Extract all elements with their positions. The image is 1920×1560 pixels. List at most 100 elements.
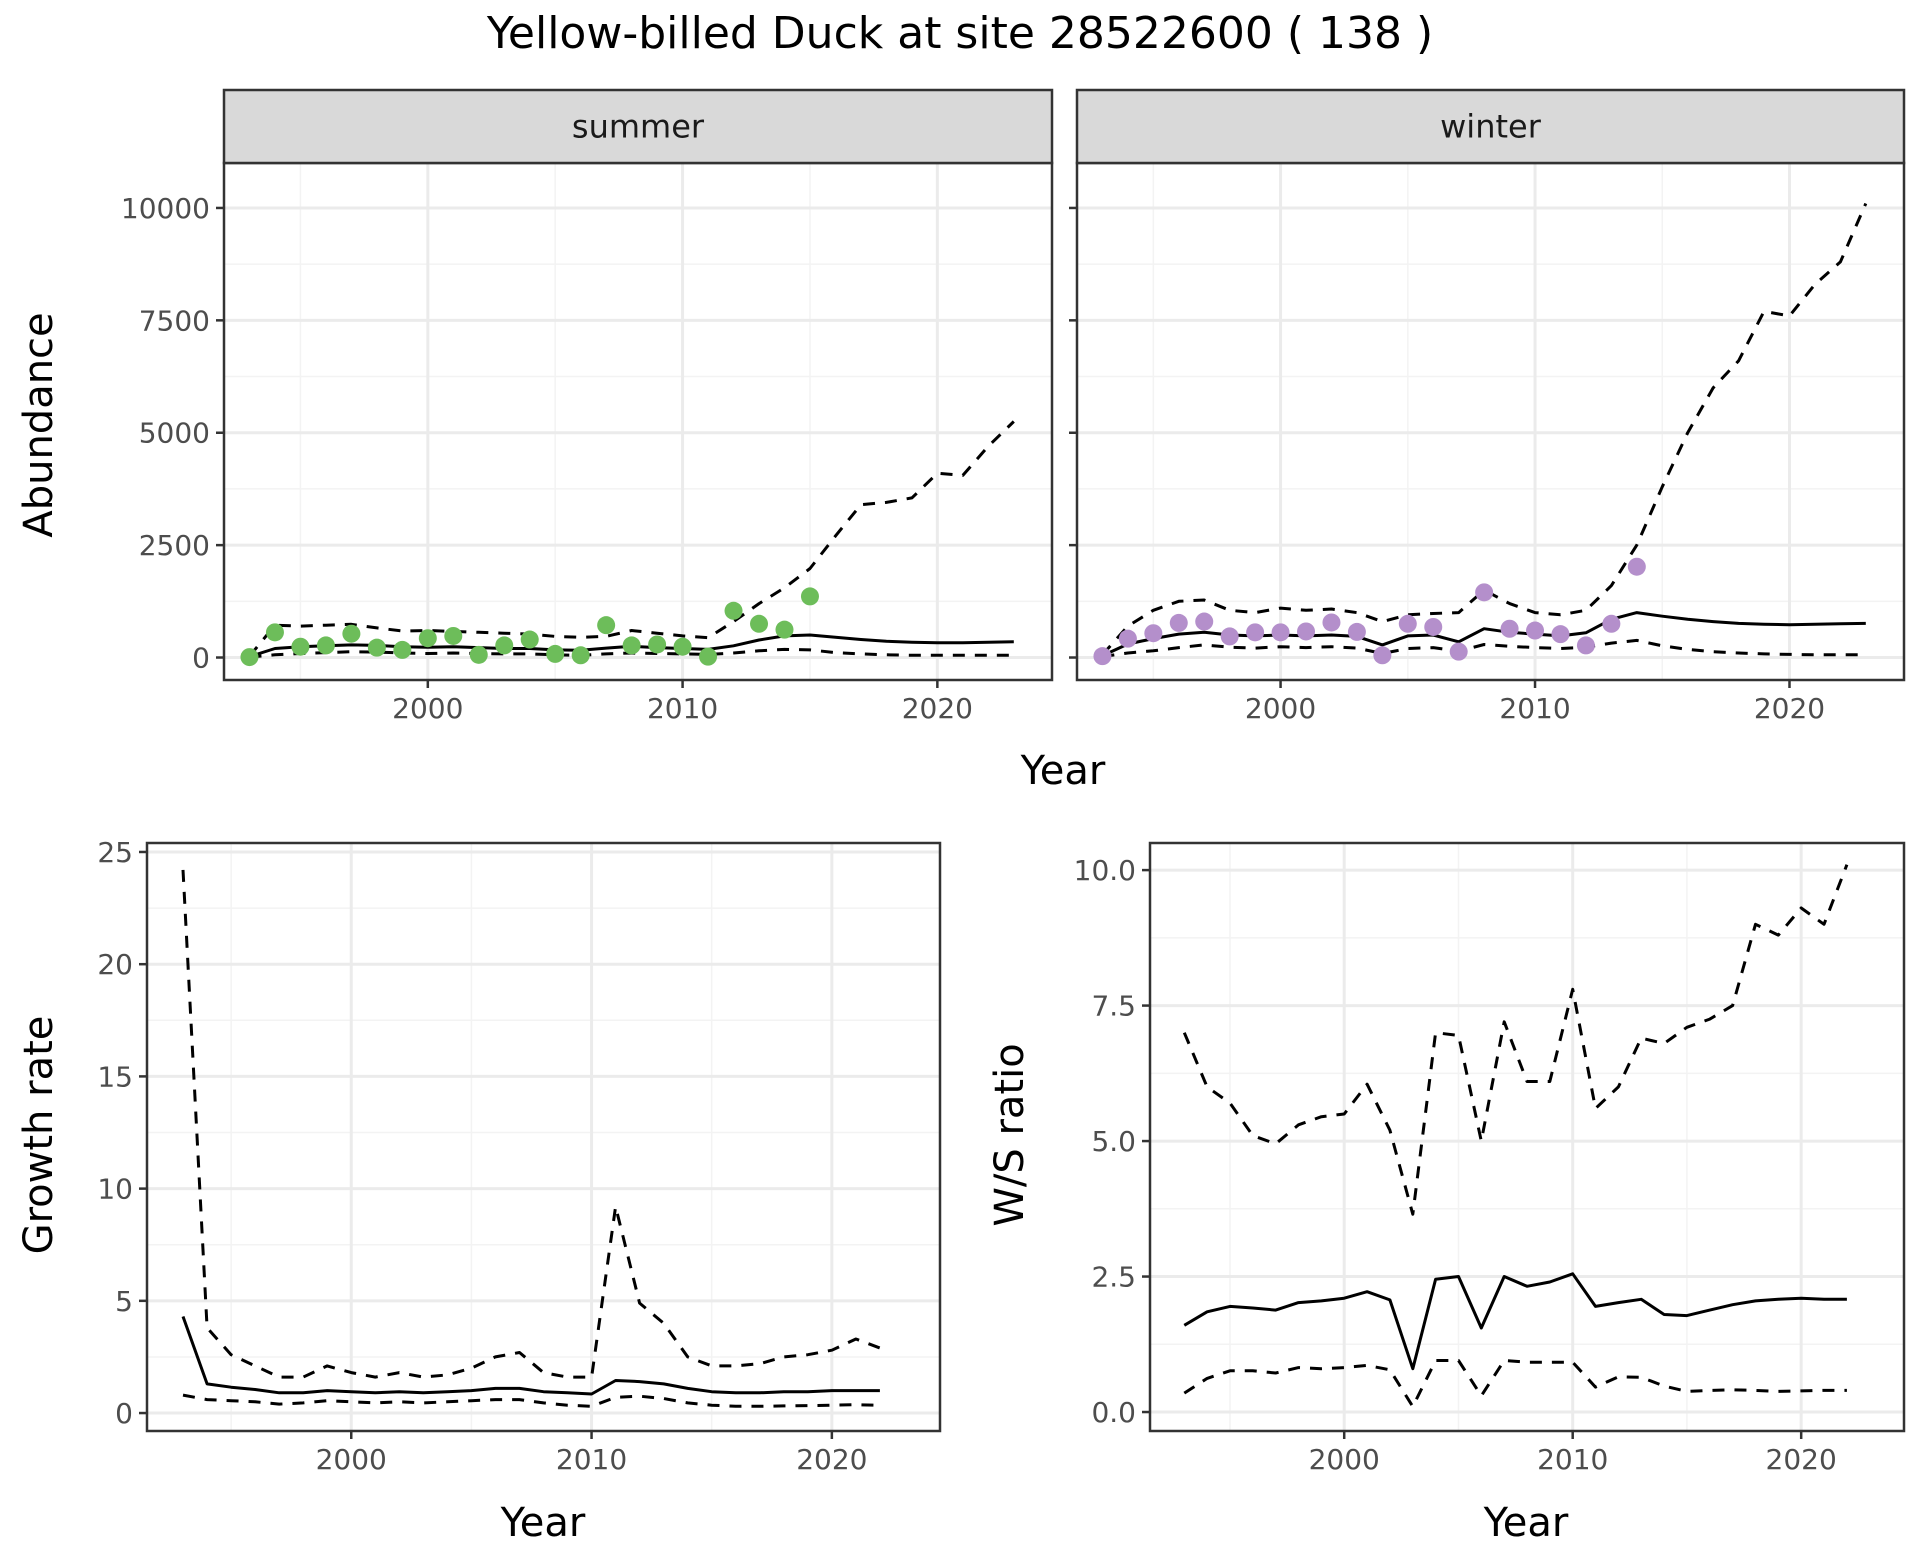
x-tick-label: 2000 [316,1443,387,1476]
facet-strip-label: summer [572,108,705,146]
y-tick-label: 5 [115,1285,133,1318]
y-tick-label: 10 [97,1173,133,1206]
data-point [571,646,590,665]
data-point [444,626,463,645]
y-tick-label: 5.0 [1091,1125,1136,1158]
x-tick-label: 2010 [556,1443,627,1476]
data-point [1475,583,1494,602]
x-tick-label: 2010 [1537,1443,1608,1476]
y-tick-label: 25 [97,836,133,869]
dashed-bound-line-2 [1183,1359,1847,1409]
data-point [673,637,692,656]
y-tick-label: 2.5 [1091,1261,1136,1294]
panel-border [145,841,942,1433]
y-tick-label: 0 [192,642,210,675]
y-tick-label: 15 [97,1060,133,1093]
y-axis-title-ws: W/S ratio [987,1043,1033,1226]
plot-background [224,163,1052,680]
x-tick-label: 2020 [1766,1443,1837,1476]
data-point [520,630,539,649]
plot-background [1150,843,1904,1431]
data-point [546,644,565,663]
data-point [1118,629,1137,648]
y-axis-title-growth: Growth rate [16,1016,62,1255]
panel-winter-abundance: winter 2000 2010 2020 [1069,88,1906,725]
x-tick-label: 2000 [1245,692,1316,725]
data-point [699,647,718,666]
data-point [367,638,386,657]
x-axis-title-growth: Year [500,1500,586,1546]
data-point [1297,622,1316,641]
data-point [724,601,743,620]
data-point [1424,617,1443,636]
facet-strip-label: winter [1440,108,1542,146]
data-point [418,629,437,648]
y-tick-label: 2500 [139,529,210,562]
x-tick-label: 2010 [647,692,718,725]
data-point [1093,647,1112,666]
y-tick-label: 10.0 [1074,854,1136,887]
data-point [597,616,616,635]
data-point [316,636,335,655]
data-point [1449,642,1468,661]
x-tick-label: 2020 [796,1443,867,1476]
data-point [1195,612,1214,631]
plot-background [147,843,940,1431]
data-point [1347,622,1366,641]
x-tick-label: 2000 [392,692,463,725]
data-point [1576,636,1595,655]
x-tick-label: 2010 [1499,692,1570,725]
dashed-bound-line-0 [248,420,1015,658]
data-point [775,620,794,639]
dashed-bound-line-0 [181,869,881,1379]
data-point [265,623,284,642]
figure-title: Yellow-billed Duck at site 28522600 ( 13… [486,8,1433,59]
y-tick-label: 0 [115,1397,133,1430]
data-point [1373,646,1392,665]
y-tick-label: 0.0 [1091,1396,1136,1429]
x-axis-title-abundance: Year [1020,748,1106,794]
data-point [1220,627,1239,646]
data-point [240,648,259,667]
facet-strip [1075,88,1906,165]
y-tick-label: 7500 [139,304,210,337]
dashed-bound-line-0 [1182,864,1849,1216]
data-point [800,587,819,606]
data-point [1551,625,1570,644]
data-point [1398,614,1417,633]
data-point [1526,621,1545,640]
data-point [495,636,514,655]
panel-border [1148,841,1906,1433]
panel-ws-ratio: 2000 2010 2020 0.0 2.5 5.0 7.5 10.0 [1074,841,1906,1476]
facet-strip [222,88,1054,165]
data-point [1246,623,1265,642]
data-point [622,636,641,655]
y-tick-label: 10000 [121,192,210,225]
panel-summer-abundance: summer 2000 2010 2020 0 2500 5000 7500 10000 [121,88,1054,725]
mean-line-1 [181,1315,880,1396]
y-axis-title-abundance: Abundance [16,312,62,537]
data-point [342,624,361,643]
dashed-bound-line-0 [1101,202,1868,656]
y-tick-label: 7.5 [1091,990,1136,1023]
data-point [393,640,412,659]
data-point [1627,557,1646,576]
data-point [1169,613,1188,632]
data-point [1500,619,1519,638]
x-axis-title-ws: Year [1483,1500,1569,1546]
mean-line-1 [1183,1272,1847,1371]
data-point [469,645,488,664]
dashed-bound-line-2 [182,1393,880,1408]
y-tick-label: 20 [97,948,133,981]
data-point [1144,624,1163,643]
data-point [1602,614,1621,633]
panel-growth-rate: 2000 2010 2020 0 5 10 15 20 25 [97,836,942,1476]
x-tick-label: 2000 [1309,1443,1380,1476]
data-point [1322,613,1341,632]
plot-background [1077,163,1904,680]
dashed-bound-line-2 [1102,638,1866,659]
data-point [750,614,769,633]
data-point [291,637,310,656]
y-tick-label: 5000 [139,417,210,450]
